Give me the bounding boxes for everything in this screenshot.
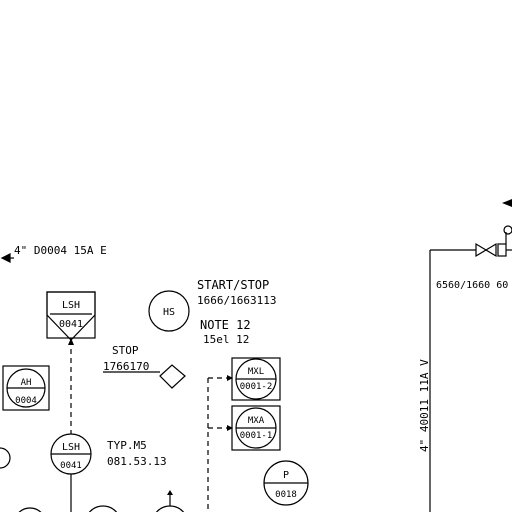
valve-icon <box>475 225 512 258</box>
mxl-instrument <box>231 357 281 401</box>
mxl-tag: MXL <box>248 367 264 377</box>
mxa-tag: MXA <box>248 416 265 426</box>
start-stop-label: START/STOP <box>197 278 269 292</box>
stop-diamond <box>159 364 186 389</box>
typ-ref: 081.53.13 <box>107 455 167 468</box>
p-instrument <box>263 460 309 506</box>
right-ref: 6560/1660 60 <box>436 280 508 291</box>
lsh2-number: 0041 <box>60 461 82 471</box>
ah-instrument <box>2 365 50 411</box>
vertical-line-label: 4" 40011 11A V <box>418 359 431 452</box>
lsh2-tag: LSH <box>62 442 80 453</box>
ah-number: 0004 <box>15 396 37 406</box>
arrow-left-icon <box>502 199 512 207</box>
lsh-tag: LSH <box>62 300 80 311</box>
line-top-label: 4" D0004 15A E <box>14 244 107 257</box>
arrow-up-icon <box>68 338 74 345</box>
note-ref: 15el 12 <box>203 333 249 346</box>
typ-label: TYP.M5 <box>107 439 147 452</box>
ah-tag: AH <box>21 378 32 388</box>
hs-tag: HS <box>163 307 175 318</box>
p-tag: P <box>283 470 289 481</box>
mxa-instrument <box>231 405 281 451</box>
line-arrow-left-icon <box>0 253 14 263</box>
arrow-up-icon-2 <box>167 490 173 495</box>
mxl-number: 0001-2 <box>240 382 273 392</box>
stop-ref: 1766170 <box>103 360 149 373</box>
start-stop-ref: 1666/1663113 <box>197 294 276 307</box>
note-label: NOTE 12 <box>200 318 251 332</box>
lsh-number: 0041 <box>59 319 83 330</box>
hs-circle <box>148 290 190 332</box>
mxa-number: 0001-1 <box>240 431 273 441</box>
p-number: 0018 <box>275 490 297 500</box>
stop-label: STOP <box>112 344 139 357</box>
